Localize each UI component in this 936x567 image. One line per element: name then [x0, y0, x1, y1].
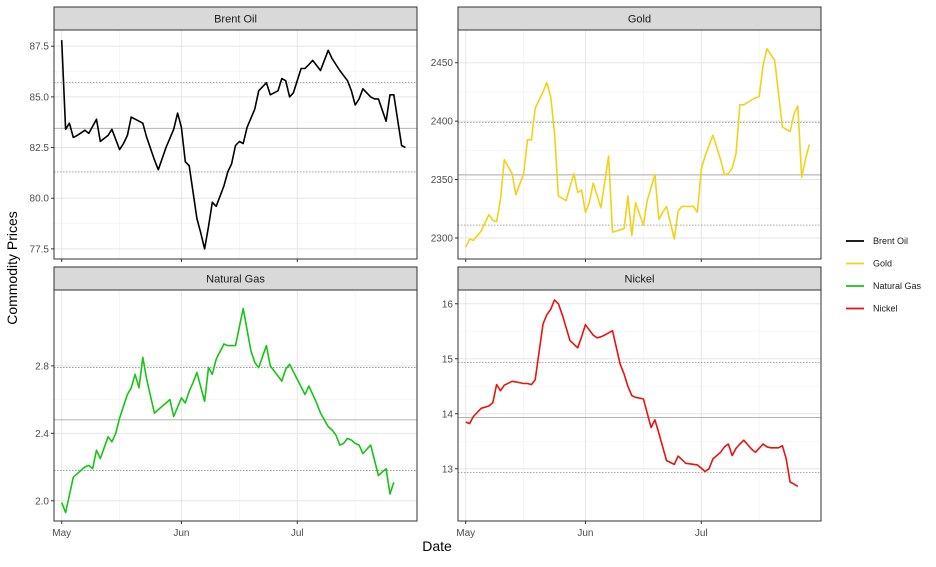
legend-item-nickel: Nickel [846, 304, 898, 314]
y-axis-title: Commodity Prices [4, 211, 20, 325]
series-line-brent-oil [60, 40, 406, 250]
panel-title: Natural Gas [206, 274, 265, 286]
panel-nickel: Nickel 13 14 15 16 May Jun Jul [442, 266, 822, 539]
panel-gold: Gold 2300 2350 2400 2450 [431, 6, 822, 262]
panel-title: Nickel [625, 274, 655, 286]
panel-border [457, 29, 822, 260]
legend-label: Gold [873, 259, 892, 269]
panel-natural-gas: Natural Gas 2.0 2.4 2.8 May Jun Jul [35, 266, 418, 539]
series-line-gold [464, 47, 811, 248]
x-tick-label: Jul [695, 528, 708, 539]
panel-title: Brent Oil [214, 14, 257, 26]
x-tick-label: May [52, 528, 71, 539]
panel-background [458, 30, 821, 259]
y-tick-label: 77.5 [30, 244, 50, 255]
panel-background [54, 290, 417, 521]
x-tick-label: Jun [577, 528, 593, 539]
y-tick-label: 82.5 [30, 143, 50, 154]
y-tick-label: 2450 [431, 58, 454, 69]
x-tick-label: May [456, 528, 475, 539]
panel-brent-oil: Brent Oil 77.5 80.0 82.5 85.0 87.5 [30, 6, 418, 262]
legend-item-brent-oil: Brent Oil [846, 236, 908, 246]
panel-border [457, 289, 822, 522]
panels-layer: Brent Oil 77.5 80.0 82.5 85.0 87.5 Gold 2300 235… [30, 6, 822, 539]
legend-label: Natural Gas [873, 281, 922, 291]
series-line-natural-gas [60, 307, 395, 514]
y-tick-label: 2300 [431, 233, 454, 244]
panel-title: Gold [628, 14, 651, 26]
legend: Brent Oil Gold Natural Gas Nickel [846, 236, 922, 314]
y-tick-label: 2350 [431, 175, 454, 186]
panel-background [458, 290, 821, 521]
y-tick-label: 80.0 [30, 194, 50, 205]
y-tick-label: 16 [442, 299, 454, 310]
y-tick-label: 2.0 [35, 496, 49, 507]
y-tick-label: 2.4 [35, 429, 49, 440]
series-line-nickel [465, 299, 799, 488]
y-tick-label: 87.5 [30, 42, 50, 53]
panel-border [53, 289, 418, 522]
y-tick-label: 14 [442, 409, 454, 420]
x-tick-label: Jun [173, 528, 189, 539]
y-tick-label: 2400 [431, 117, 454, 128]
y-tick-label: 85.0 [30, 92, 50, 103]
y-tick-label: 2.8 [35, 361, 49, 372]
x-tick-label: Jul [291, 528, 304, 539]
legend-label: Brent Oil [873, 236, 908, 246]
legend-item-natural-gas: Natural Gas [846, 281, 922, 291]
y-tick-label: 15 [442, 354, 454, 365]
legend-label: Nickel [873, 304, 898, 314]
y-tick-label: 13 [442, 464, 454, 475]
x-axis-title: Date [422, 538, 452, 554]
panel-border [53, 29, 418, 260]
legend-item-gold: Gold [846, 259, 892, 269]
